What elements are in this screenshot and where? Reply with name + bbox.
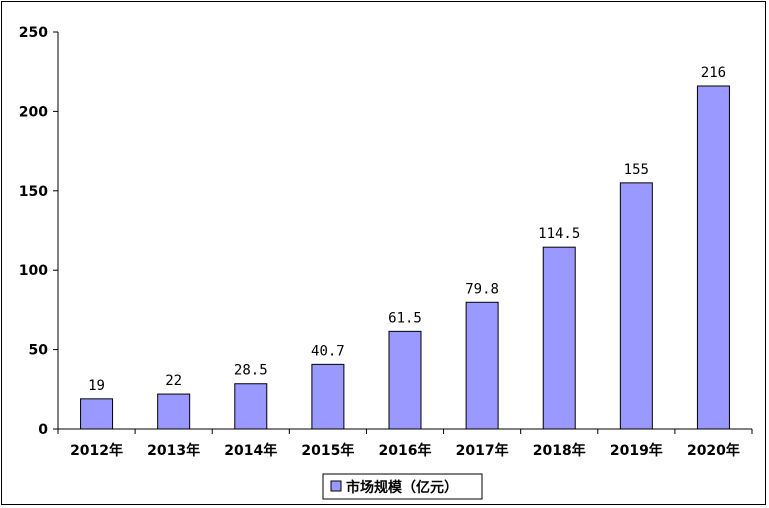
data-label: 40.7 [311,343,345,359]
bars [80,85,730,430]
x-tick-label: 2013年 [147,442,200,459]
data-label: 216 [701,65,726,81]
legend: 市场规模（亿元） [322,473,483,500]
y-tick-label: 200 [19,104,48,120]
bar [696,85,730,430]
data-label: 28.5 [234,363,268,379]
y-tick-label: 150 [19,184,48,200]
bar [157,393,191,430]
data-label: 155 [624,162,649,178]
bar [234,383,268,430]
data-labels: 19 22 28.5 40.7 61.5 79.8 114.5 155 216 [88,65,726,394]
bar [619,182,653,430]
y-tick-label: 0 [38,422,48,438]
data-label: 19 [88,378,105,394]
y-tick-label: 250 [19,25,48,41]
data-label: 61.5 [388,310,422,326]
x-tick-label: 2017年 [456,442,509,459]
bar [80,398,114,430]
x-tick-label: 2020年 [687,442,740,459]
x-tick-label: 2018年 [533,442,586,459]
x-tick-label: 2012年 [70,442,123,459]
y-axis: 0 50 100 150 200 250 [19,25,59,438]
data-label: 114.5 [538,226,580,242]
legend-swatch [330,480,342,492]
x-tick-label: 2019年 [610,442,663,459]
x-axis: 2012年 2013年 2014年 2015年 2016年 2017年 2018年 2019年… [57,428,753,459]
bar [311,363,345,430]
y-tick-label: 100 [19,263,48,279]
legend-label: 市场规模（亿元） [346,479,458,496]
data-label: 22 [165,373,182,389]
bar [542,246,576,430]
bar [465,301,499,430]
x-tick-label: 2015年 [301,442,354,459]
legend-box [322,473,483,500]
x-tick-label: 2014年 [224,442,277,459]
x-tick-label: 2016年 [379,442,432,459]
data-label: 79.8 [465,281,499,297]
y-tick-label: 50 [29,343,49,359]
bar [388,330,422,430]
